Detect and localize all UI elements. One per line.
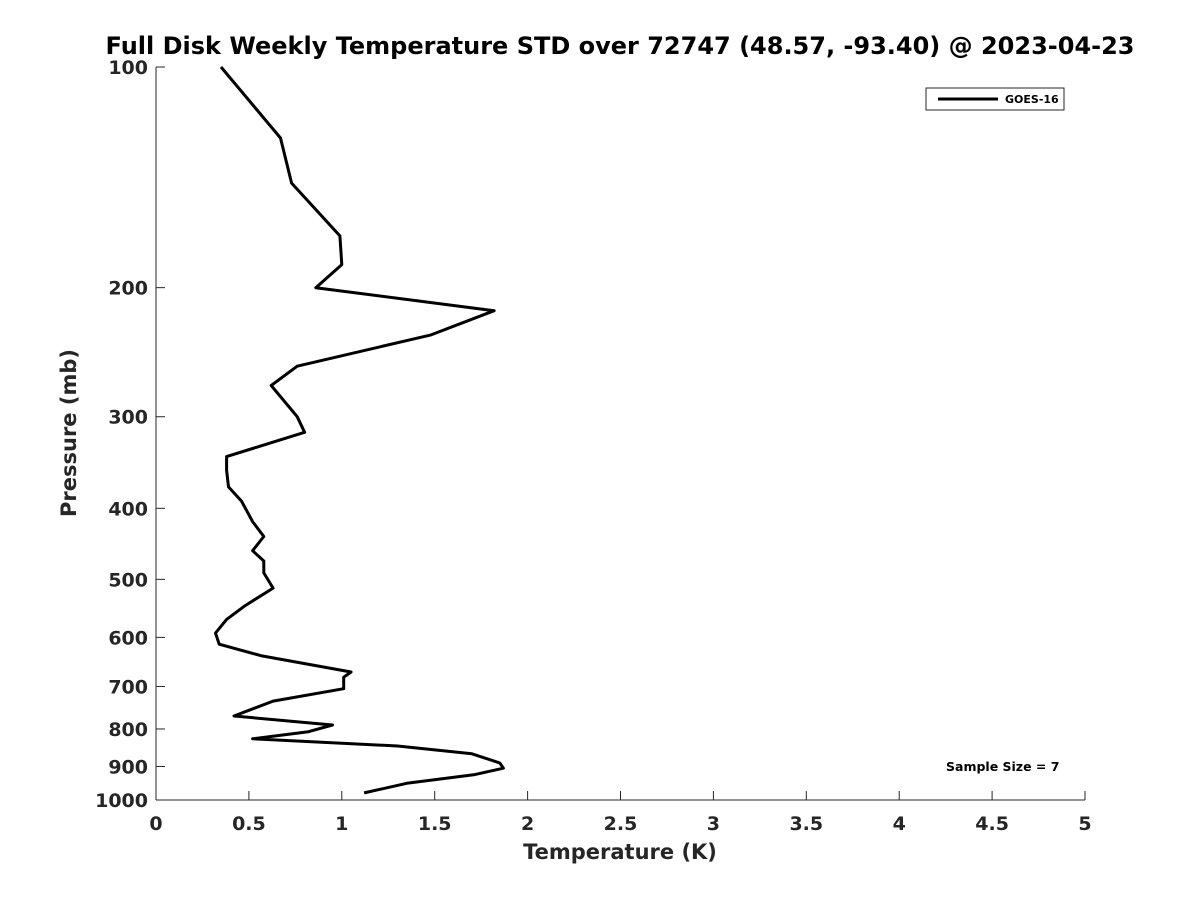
sample-size-annotation: Sample Size = 7	[946, 759, 1059, 774]
x-axis-label: Temperature (K)	[523, 840, 717, 864]
x-tick-label: 3.5	[789, 813, 823, 835]
y-tick-label: 900	[108, 756, 148, 778]
legend: GOES-16	[925, 87, 1065, 111]
x-tick-label: 1	[335, 813, 348, 835]
x-tick-label: 0	[149, 813, 162, 835]
x-tick-label: 2	[521, 813, 534, 835]
x-tick-label: 1.5	[418, 813, 452, 835]
x-ticks: 0 0.5 1 1.5 2 2.5 3 3.5 4 4.5 5	[149, 791, 1092, 835]
legend-label-goes-16: GOES-16	[1005, 93, 1059, 106]
chart-title: Full Disk Weekly Temperature STD over 72…	[106, 32, 1135, 60]
y-tick-label: 100	[108, 57, 148, 79]
y-tick-label: 700	[108, 676, 148, 698]
series-line-goes-16	[214, 66, 505, 795]
y-ticks: 100 200 300 400 500 600 700 800 900 1000	[95, 57, 165, 812]
y-tick-label: 300	[108, 407, 148, 429]
series-group	[214, 66, 505, 795]
y-tick-label: 400	[108, 498, 148, 520]
y-axis-label: Pressure (mb)	[57, 349, 81, 517]
y-tick-label: 800	[108, 719, 148, 741]
x-tick-label: 4.5	[975, 813, 1009, 835]
y-tick-label: 500	[108, 569, 148, 591]
x-tick-label: 5	[1078, 813, 1091, 835]
y-tick-label: 1000	[95, 790, 148, 812]
x-tick-label: 4	[893, 813, 906, 835]
x-tick-label: 0.5	[232, 813, 266, 835]
y-tick-label: 200	[108, 278, 148, 300]
x-tick-label: 2.5	[604, 813, 638, 835]
x-tick-label: 3	[707, 813, 720, 835]
y-tick-label: 600	[108, 627, 148, 649]
